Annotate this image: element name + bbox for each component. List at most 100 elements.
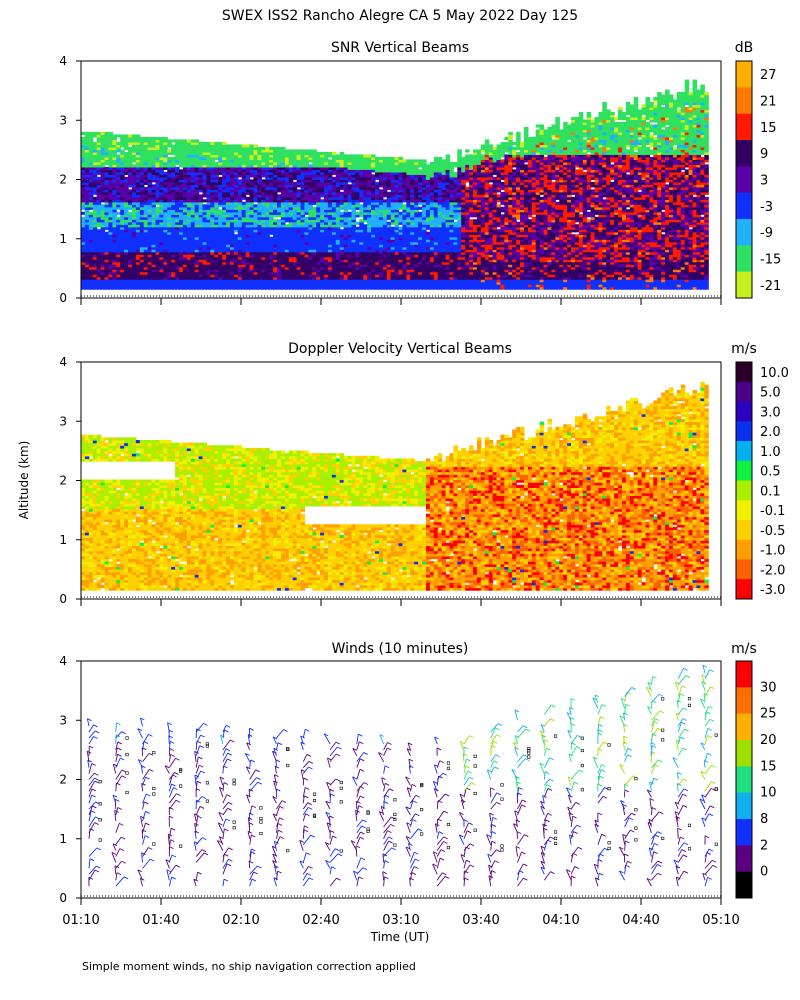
snr-cell (375, 259, 380, 263)
snr-cell (81, 216, 86, 220)
snr-cell (339, 269, 345, 273)
snr-cell (351, 271, 356, 275)
snr-cell (288, 274, 294, 278)
snr-cell (347, 224, 353, 228)
snr-cell (88, 144, 94, 148)
snr-cell (351, 171, 356, 175)
snr-cell (151, 209, 157, 213)
snr-cell (171, 236, 176, 240)
snr-cell (139, 199, 145, 203)
snr-cell (253, 256, 258, 260)
snr-cell (335, 184, 341, 188)
snr-cell (382, 234, 388, 238)
snr-cell (378, 264, 384, 268)
snr-cell (394, 179, 400, 183)
snr-cell (324, 176, 329, 180)
snr-cell (100, 181, 106, 185)
snr-cell (398, 194, 404, 198)
snr-cell (182, 166, 188, 170)
snr-cell (414, 221, 419, 225)
snr-cell (418, 244, 423, 248)
snr-cell (280, 271, 286, 275)
snr-cell (265, 241, 270, 245)
snr-cell (284, 204, 290, 208)
snr-cell (131, 281, 137, 285)
snr-cell (269, 236, 274, 240)
snr-cell (139, 181, 145, 185)
snr-cell (343, 199, 349, 203)
snr-cell (190, 146, 196, 151)
snr-cell (226, 144, 231, 148)
snr-cell (171, 284, 176, 288)
snr-cell (84, 259, 90, 263)
snr-cell (296, 284, 302, 288)
snr-cell (418, 221, 423, 225)
snr-cell (163, 174, 168, 178)
snr-cell (284, 271, 290, 275)
snr-cell (131, 239, 137, 243)
snr-cell (198, 229, 204, 233)
snr-cell (202, 199, 208, 203)
snr-cell (394, 184, 400, 188)
snr-cell (265, 229, 270, 233)
snr-cell (92, 214, 98, 218)
snr-cell (210, 259, 215, 263)
snr-cell (288, 199, 294, 203)
snr-cell (179, 149, 184, 153)
snr-cell (277, 159, 282, 163)
snr-cell (210, 284, 215, 288)
snr-cell (139, 274, 145, 278)
snr-cell (410, 199, 415, 203)
snr-cell (394, 226, 400, 230)
snr-cell (386, 221, 392, 225)
snr-cell (300, 159, 306, 163)
snr-cell (104, 264, 110, 268)
snr-cell (284, 281, 290, 285)
snr-cell (378, 169, 384, 173)
snr-cell (120, 166, 125, 170)
snr-cell (312, 156, 317, 160)
snr-cell (128, 256, 133, 260)
snr-cell (316, 159, 321, 163)
snr-cell (167, 244, 172, 248)
snr-cell (175, 216, 180, 220)
snr-cell (163, 184, 168, 188)
snr-cell (218, 149, 223, 153)
snr-cell (261, 254, 266, 258)
snr-cell (245, 244, 251, 248)
snr-cell (335, 161, 341, 165)
snr-cell (292, 161, 298, 165)
snr-cell (292, 189, 298, 193)
snr-cell (273, 271, 278, 275)
snr-cell (147, 216, 153, 220)
snr-cell (339, 261, 345, 265)
snr-cell (371, 256, 376, 260)
snr-cell (261, 214, 266, 218)
snr-cell (194, 149, 200, 153)
snr-cell (253, 204, 258, 208)
snr-cell (186, 254, 192, 258)
snr-cell (198, 284, 204, 288)
snr-cell (81, 189, 86, 193)
snr-cell (194, 159, 200, 163)
snr-cell (288, 176, 294, 180)
snr-cell (222, 191, 227, 195)
snr-cell (339, 276, 345, 280)
snr-cell (253, 229, 258, 233)
snr-cell (406, 214, 411, 218)
snr-cell (155, 159, 160, 163)
snr-cell (206, 161, 211, 165)
snr-cell (280, 181, 286, 185)
snr-cell (273, 199, 278, 203)
snr-cell (151, 201, 157, 205)
snr-cell (194, 176, 200, 180)
snr-cell (351, 236, 356, 240)
snr-cell (226, 199, 231, 203)
snr-cell (277, 174, 282, 178)
snr-cell (96, 136, 102, 141)
snr-cell (418, 189, 423, 193)
snr-cell (155, 251, 160, 255)
snr-cell (273, 159, 278, 163)
snr-cell (233, 246, 239, 250)
snr-cell (139, 146, 145, 151)
